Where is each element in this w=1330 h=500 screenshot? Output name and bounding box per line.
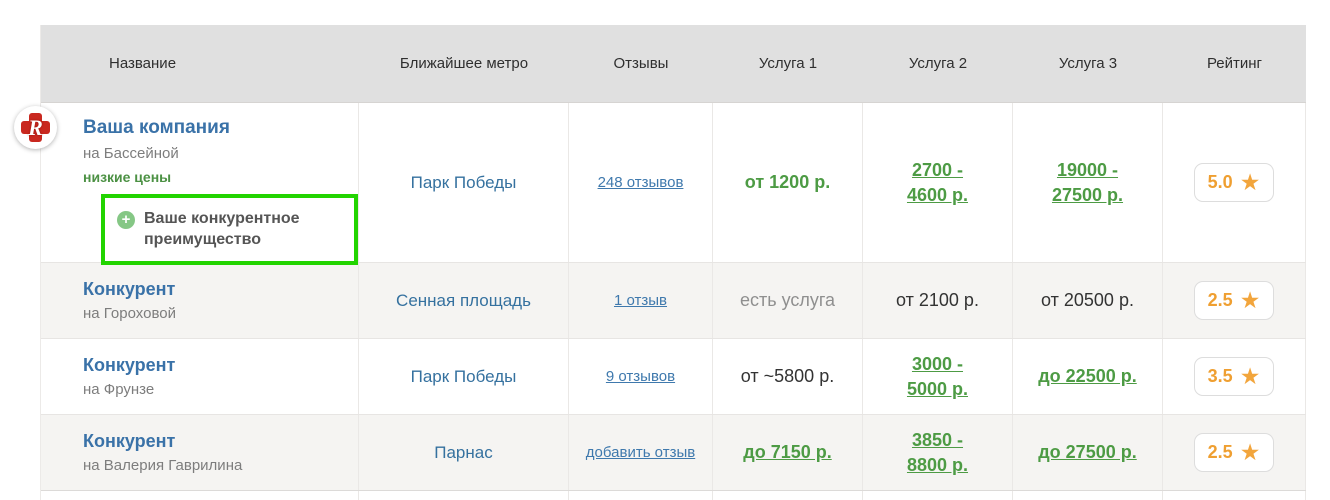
rating-value: 5.0	[1207, 172, 1233, 192]
company-cell: Конкурент на Валерия Гаврилина	[41, 415, 359, 490]
table-row-partial	[41, 491, 1306, 500]
table-row-competitor-2: Конкурент на Фрунзе Парк Победы 9 отзыво…	[41, 339, 1306, 415]
rating-cell: 5.0 ★	[1163, 103, 1306, 262]
competitor-address: на Гороховой	[83, 305, 176, 323]
add-review-link[interactable]: добавить отзыв	[585, 444, 696, 461]
service3-price-link[interactable]: до 22500 р.	[1038, 366, 1137, 387]
reviews-cell: добавить отзыв	[569, 415, 713, 490]
reviews-cell: 1 отзыв	[569, 263, 713, 338]
star-icon: ★	[1239, 169, 1261, 195]
service3-cell: до 27500 р.	[1013, 415, 1163, 490]
service1-price-link[interactable]: до 7150 р.	[743, 442, 832, 463]
service1-cell: от ~5800 р.	[713, 339, 863, 414]
company-cell: Конкурент на Фрунзе	[41, 339, 359, 414]
service1-price: от ~5800 р.	[740, 366, 835, 387]
competitor-name-link[interactable]: Конкурент	[83, 430, 176, 451]
service2-price-link[interactable]: 3850 - 8800 р.	[906, 430, 969, 475]
rating-badge: 2.5 ★	[1193, 281, 1275, 320]
service3-price-link[interactable]: до 27500 р.	[1038, 442, 1137, 463]
reviews-link[interactable]: 248 отзывов	[597, 174, 684, 191]
service2-price-link[interactable]: 3000 - 5000 р.	[906, 354, 969, 399]
rating-value: 2.5	[1207, 442, 1233, 462]
table-row-your-company: Ваша компания на Бассейной низкие цены +…	[41, 103, 1306, 266]
table-row-competitor-1: Конкурент на Гороховой Сенная площадь 1 …	[41, 263, 1306, 339]
service3-cell: от 20500 р.	[1013, 263, 1163, 338]
star-icon: ★	[1239, 363, 1261, 389]
service3-cell: 19000 - 27500 р.	[1013, 103, 1163, 262]
company-name-link[interactable]: Ваша компания	[83, 117, 230, 138]
header-rating: Рейтинг	[1206, 55, 1263, 72]
service3-price-link[interactable]: 19000 - 27500 р.	[1051, 160, 1124, 205]
metro-cell: Парк Победы	[359, 339, 569, 414]
header-service3: Услуга 3	[1058, 55, 1118, 72]
rating-badge: 2.5 ★	[1193, 433, 1275, 472]
rating-value: 3.5	[1207, 366, 1233, 386]
rating-cell: 3.5 ★	[1163, 339, 1306, 414]
metro-cell: Парк Победы	[359, 103, 569, 262]
reviews-cell: 9 отзывов	[569, 339, 713, 414]
company-tagline: низкие цены	[83, 168, 172, 185]
metro-station: Парнас	[434, 442, 493, 462]
logo-cross-icon	[21, 121, 50, 134]
service1-availability: есть услуга	[739, 290, 836, 311]
service2-cell: 3850 - 8800 р.	[863, 415, 1013, 490]
service3-price: от 20500 р.	[1041, 290, 1134, 311]
star-icon: ★	[1239, 439, 1261, 465]
service2-cell: от 2100 р.	[863, 263, 1013, 338]
company-address: на Бассейной	[83, 144, 179, 162]
service1-price: от 1200 р.	[744, 172, 831, 193]
header-reviews: Отзывы	[613, 55, 669, 72]
service2-price: от 2100 р.	[896, 290, 979, 311]
table-row-competitor-3: Конкурент на Валерия Гаврилина Парнас до…	[41, 415, 1306, 491]
reviews-cell: 248 отзывов	[569, 103, 713, 262]
header-metro: Ближайшее метро	[399, 55, 529, 72]
rating-cell: 2.5 ★	[1163, 415, 1306, 490]
advantage-label: Ваше конкурентное преимущество	[144, 209, 300, 248]
service1-cell: до 7150 р.	[713, 415, 863, 490]
header-service2: Услуга 2	[908, 55, 968, 72]
rating-value: 2.5	[1207, 290, 1233, 310]
service2-cell: 2700 - 4600 р.	[863, 103, 1013, 262]
reviews-link[interactable]: 1 отзыв	[613, 292, 668, 309]
service2-cell: 3000 - 5000 р.	[863, 339, 1013, 414]
competitor-address: на Валерия Гаврилина	[83, 457, 243, 475]
competitor-name-link[interactable]: Конкурент	[83, 354, 176, 375]
rating-badge: 5.0 ★	[1193, 163, 1275, 202]
reviews-link[interactable]: 9 отзывов	[605, 368, 676, 385]
header-service1: Услуга 1	[758, 55, 818, 72]
metro-station: Сенная площадь	[396, 290, 531, 310]
service3-cell: до 22500 р.	[1013, 339, 1163, 414]
competitor-comparison-table: Название Ближайшее метро Отзывы Услуга 1…	[40, 25, 1306, 500]
competitor-name-link[interactable]: Конкурент	[83, 278, 176, 299]
metro-station: Парк Победы	[410, 366, 517, 386]
rating-cell: 2.5 ★	[1163, 263, 1306, 338]
rating-badge: 3.5 ★	[1193, 357, 1275, 396]
table-header-row: Название Ближайшее метро Отзывы Услуга 1…	[41, 25, 1306, 103]
service1-cell: есть услуга	[713, 263, 863, 338]
company-logo-badge: R	[14, 106, 57, 149]
competitive-advantage-box[interactable]: + Ваше конкурентное преимущество	[101, 193, 358, 266]
competitor-address: на Фрунзе	[83, 381, 155, 399]
metro-cell: Парнас	[359, 415, 569, 490]
plus-icon: +	[117, 210, 135, 229]
company-cell: Ваша компания на Бассейной низкие цены +…	[41, 103, 359, 266]
service1-cell: от 1200 р.	[713, 103, 863, 262]
logo-letter: R	[28, 114, 43, 140]
metro-cell: Сенная площадь	[359, 263, 569, 338]
header-name: Название	[109, 55, 177, 72]
metro-station: Парк Победы	[410, 172, 517, 192]
service2-price-link[interactable]: 2700 - 4600 р.	[906, 160, 969, 205]
company-cell: Конкурент на Гороховой	[41, 263, 359, 338]
star-icon: ★	[1239, 287, 1261, 313]
